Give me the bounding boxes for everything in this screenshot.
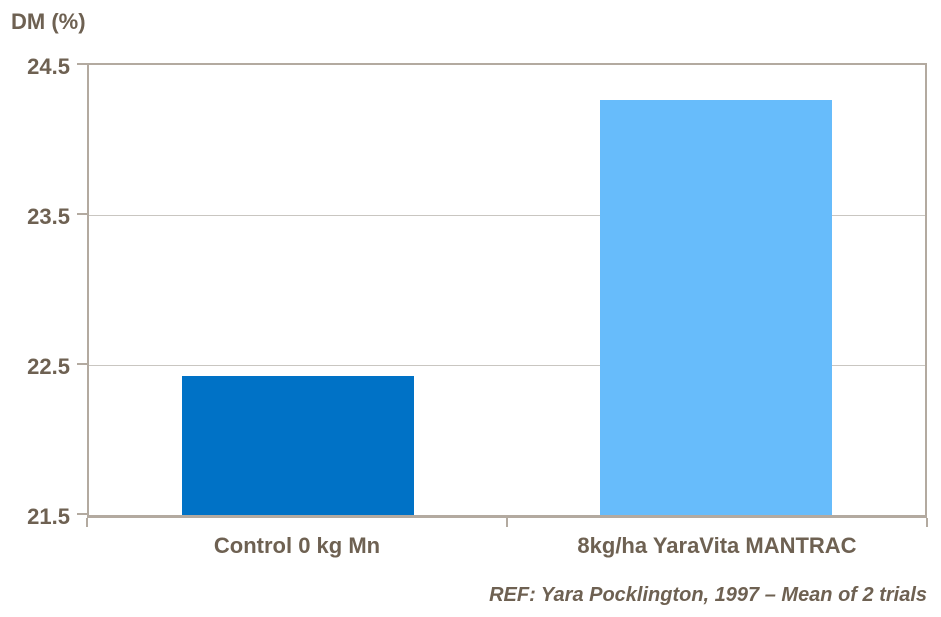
x-category-label-control-0-kg-mn: Control 0 kg Mn bbox=[213, 533, 381, 558]
y-tick-mark-22.5 bbox=[77, 363, 87, 365]
gridline-22.5 bbox=[89, 364, 925, 366]
reference-note: REF: Yara Pocklington, 1997 – Mean of 2 … bbox=[489, 584, 927, 606]
bar-8kg-ha-yaravita-mantrac bbox=[600, 99, 832, 515]
y-tick-label-22.5: 22.5 bbox=[27, 354, 70, 379]
y-tick-mark-23.5 bbox=[77, 213, 87, 215]
bar-control-0-kg-mn bbox=[182, 375, 414, 515]
y-tick-label-21.5: 21.5 bbox=[27, 504, 70, 529]
x-tick-mark-1 bbox=[926, 518, 928, 527]
y-tick-label-24.5: 24.5 bbox=[27, 54, 70, 79]
y-axis-title: DM (%) bbox=[11, 9, 86, 34]
y-tick-mark-24.5 bbox=[77, 63, 87, 65]
x-tick-mark-0 bbox=[86, 518, 88, 527]
plot-area bbox=[87, 63, 927, 518]
y-tick-label-23.5: 23.5 bbox=[27, 204, 70, 229]
x-category-label-8kg-ha-yaravita-mantrac: 8kg/ha YaraVita MANTRAC bbox=[577, 533, 857, 558]
gridline-23.5 bbox=[89, 214, 925, 216]
x-tick-mark-0.5 bbox=[506, 518, 508, 527]
y-tick-mark-21.5 bbox=[77, 513, 87, 515]
